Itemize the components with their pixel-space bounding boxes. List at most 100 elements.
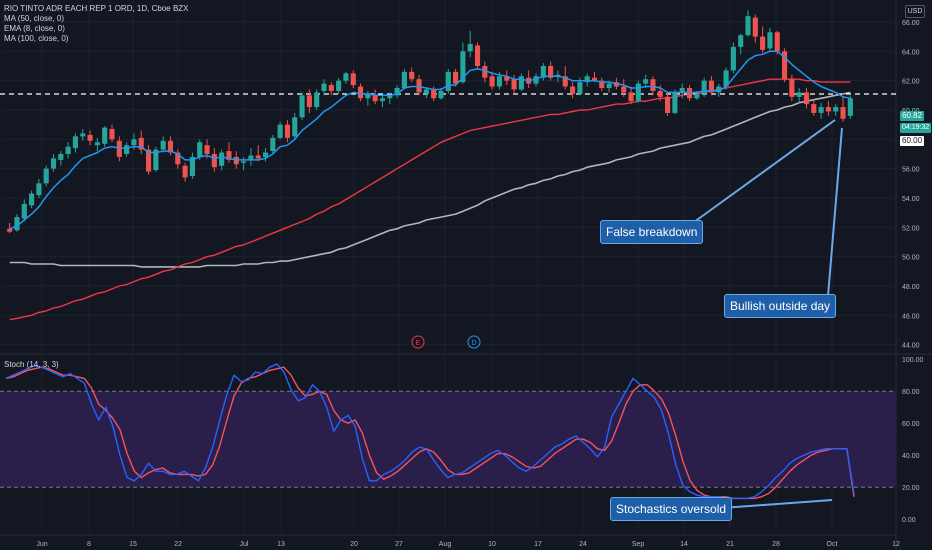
- candle-body: [401, 71, 407, 88]
- candle-body: [145, 149, 152, 172]
- candle-body: [182, 165, 188, 178]
- time-tick-label: 12: [892, 541, 900, 548]
- candle-body: [833, 107, 839, 112]
- candle-body: [504, 76, 510, 81]
- time-tick-label: Oct: [827, 541, 838, 548]
- ma100-line: [9, 91, 851, 268]
- candle-body: [248, 155, 254, 160]
- candle-body: [474, 45, 481, 66]
- false-breakdown-pointer: [689, 119, 836, 226]
- candle-body: [708, 80, 715, 93]
- candle-body: [445, 71, 451, 91]
- candle-body: [467, 44, 473, 52]
- candle-body: [109, 129, 115, 140]
- time-tick-label: 20: [350, 541, 358, 548]
- price-tick-label: 62.00: [902, 79, 920, 86]
- time-tick-label: 27: [395, 541, 403, 548]
- candle-body: [803, 92, 810, 105]
- stoch-tick-label: 0.00: [902, 517, 916, 524]
- candle-body: [679, 88, 685, 93]
- candle-body: [87, 134, 93, 141]
- bullish-outside-day-callout[interactable]: Bullish outside day: [724, 294, 837, 318]
- candle-body: [226, 151, 232, 160]
- candle-body: [584, 76, 590, 83]
- candle-body: [175, 152, 181, 165]
- candle-body: [591, 77, 598, 81]
- stochastics-oversold-callout[interactable]: Stochastics oversold: [610, 497, 733, 521]
- candle-body: [153, 149, 159, 171]
- candle-body: [423, 89, 429, 94]
- candle-body: [716, 86, 722, 93]
- time-tick-label: 24: [579, 541, 587, 548]
- candle-body: [262, 152, 269, 157]
- last-price-tag: 60.82: [900, 111, 925, 121]
- candle-body: [767, 32, 773, 49]
- candle-body: [197, 142, 203, 157]
- false-breakdown-callout[interactable]: False breakdown: [600, 220, 704, 244]
- candle-body: [189, 156, 195, 176]
- candle-body: [752, 17, 758, 37]
- candle-body: [299, 95, 305, 118]
- candle-body: [569, 86, 576, 94]
- candle-body: [43, 168, 49, 184]
- candle-body: [36, 183, 42, 196]
- candle-body: [774, 32, 780, 52]
- currency-badge[interactable]: USD: [905, 5, 925, 18]
- time-tick-label: 14: [680, 541, 688, 548]
- stoch-band: [0, 391, 896, 488]
- candle-body: [555, 74, 561, 77]
- stoch-tick-label: 80.00: [902, 389, 920, 396]
- candle-body: [635, 83, 641, 102]
- candle-body: [796, 92, 802, 97]
- candle-body: [21, 203, 27, 219]
- chart-legend: RIO TINTO ADR EACH REP 1 ORD, 1D, Cboe B…: [4, 4, 189, 44]
- candle-body: [80, 133, 86, 137]
- candle-body: [730, 46, 736, 71]
- price-tick-label: 66.00: [902, 20, 920, 27]
- candle-body: [577, 82, 583, 94]
- stochastic-title[interactable]: Stoch (14, 3, 3): [4, 360, 59, 369]
- candle-body: [160, 140, 166, 150]
- candle-body: [138, 137, 144, 150]
- candle-body: [277, 124, 283, 138]
- candle-body: [131, 139, 137, 146]
- candle-body: [562, 76, 568, 87]
- candle-body: [394, 88, 400, 96]
- time-tick-label: 10: [488, 541, 496, 548]
- candle-body: [701, 80, 707, 94]
- price-tick-label: 46.00: [902, 313, 920, 320]
- indicator-ma50-label[interactable]: MA (50, close, 0): [4, 14, 65, 23]
- candle-body: [431, 89, 437, 99]
- candle-body: [306, 95, 312, 108]
- candle-body: [7, 228, 13, 232]
- candle-body: [211, 154, 217, 168]
- candle-body: [241, 161, 247, 163]
- stoch-tick-label: 40.00: [902, 453, 920, 460]
- time-tick-label: 13: [277, 541, 285, 548]
- price-tick-label: 44.00: [902, 343, 920, 350]
- candle-body: [409, 71, 415, 80]
- candle-body: [314, 92, 320, 108]
- candle-body: [50, 158, 57, 169]
- time-tick-label: 17: [534, 541, 542, 548]
- price-tick-label: 54.00: [902, 196, 920, 203]
- candle-body: [94, 142, 100, 146]
- indicator-ma100-label[interactable]: MA (100, close, 0): [4, 34, 69, 43]
- price-tick-label: 52.00: [902, 225, 920, 232]
- candle-body: [745, 16, 751, 36]
- indicator-ema8-label[interactable]: EMA (8, close, 0): [4, 24, 65, 33]
- candle-body: [328, 85, 334, 91]
- candle-body: [29, 193, 35, 206]
- candle-body: [453, 71, 459, 84]
- candle-body: [336, 80, 342, 91]
- candle-body: [489, 76, 495, 87]
- time-tick-label: Jun: [36, 541, 47, 548]
- candle-body: [365, 93, 371, 99]
- stoch-tick-label: 20.00: [902, 485, 920, 492]
- stoch-tick-label: 100.00: [902, 357, 924, 364]
- candle-body: [665, 96, 671, 113]
- event-marker-label: E: [416, 340, 421, 347]
- candle-body: [321, 83, 327, 91]
- stoch-k-line: [5, 363, 855, 500]
